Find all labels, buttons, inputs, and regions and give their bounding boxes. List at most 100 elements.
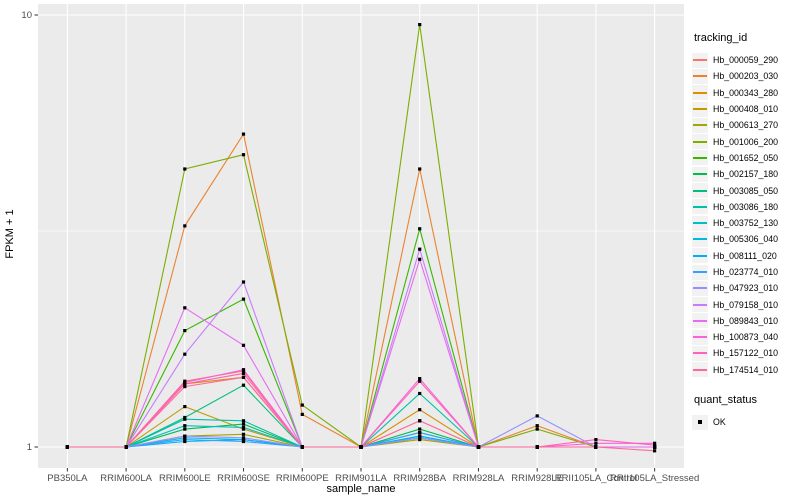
data-point [594, 445, 598, 449]
legend-item-label: Hb_005306_040 [713, 234, 779, 245]
data-point [535, 424, 539, 428]
x-tick-label: RRIM600PE [276, 473, 329, 484]
data-point [476, 445, 481, 449]
data-point [418, 227, 422, 231]
legend-tracking-id-entries: Hb_000059_290 Hb_000203_030 Hb_000343_280 H… [692, 52, 798, 378]
data-point [535, 414, 539, 418]
legend-quant-status: quant_status OK [692, 394, 798, 430]
data-point [653, 441, 657, 445]
legend-item-label: Hb_003086_180 [713, 201, 779, 212]
legend-item-label: Hb_047923_010 [713, 283, 779, 294]
data-point [300, 445, 304, 449]
data-point [241, 153, 246, 157]
legend-item-label: Hb_003752_130 [713, 218, 779, 229]
legend-key-line [693, 368, 707, 371]
legend-item-Hb_003085_050: Hb_003085_050 [692, 182, 798, 199]
data-point [241, 368, 246, 372]
legend-item-label: Hb_089843_010 [713, 315, 779, 326]
legend-item-label: Hb_079158_010 [713, 299, 779, 310]
data-point [418, 438, 422, 442]
legend-item-label: Hb_000203_030 [713, 71, 779, 82]
legend-item-Hb_047923_010: Hb_047923_010 [692, 280, 798, 296]
legend-key-line [693, 173, 707, 176]
data-point [241, 419, 246, 423]
legend-item-Hb_000613_270: Hb_000613_270 [692, 117, 798, 133]
legend-item-Hb_003086_180: Hb_003086_180 [692, 199, 798, 215]
legend-key-line [693, 222, 707, 225]
data-point [183, 405, 187, 409]
legend-panel: tracking_id Hb_000059_290 Hb_000203_030 Hb… [692, 32, 798, 430]
data-point [418, 167, 422, 171]
legend-item-Hb_008111_020: Hb_008111_020 [692, 248, 798, 264]
data-point [183, 424, 187, 428]
data-point [183, 167, 187, 171]
legend-item-label: Hb_000059_290 [713, 55, 779, 66]
data-point [653, 449, 657, 453]
data-point [241, 297, 246, 301]
data-point [359, 445, 363, 449]
legend-key-swatch [692, 150, 708, 166]
legend-key-swatch [692, 101, 708, 117]
data-point [183, 417, 187, 421]
legend-key-line [693, 254, 707, 257]
x-tick-label: RRIM928BA [393, 473, 446, 484]
x-tick-label: RRIM600SE [217, 473, 270, 484]
legend-key-line [693, 271, 707, 273]
legend-item-Hb_100873_040: Hb_100873_040 [692, 329, 798, 345]
legend-item-label: Hb_174514_010 [713, 364, 779, 375]
legend-key-line [693, 75, 707, 78]
legend-item-Hb_157122_010: Hb_157122_010 [692, 345, 798, 361]
data-point [183, 436, 187, 440]
legend-item-Hb_023774_010: Hb_023774_010 [692, 264, 798, 280]
data-point [183, 352, 187, 356]
legend-item-Hb_079158_010: Hb_079158_010 [692, 296, 798, 313]
legend-key-swatch [692, 231, 708, 247]
data-point [241, 436, 246, 440]
legend-key-swatch [692, 85, 708, 101]
x-axis-title: sample_name [326, 483, 395, 495]
x-tick-label: RRIM928LE [511, 473, 563, 484]
legend-item-label: Hb_001006_200 [713, 136, 779, 147]
data-point [241, 375, 246, 379]
legend-key-line [693, 319, 707, 322]
data-point [183, 385, 187, 389]
legend-key-swatch [692, 414, 708, 430]
data-point [241, 438, 246, 442]
data-point [241, 432, 246, 436]
data-point [241, 280, 246, 284]
data-point [124, 445, 128, 449]
y-tick-label: 1 [27, 442, 32, 453]
legend-item-label: Hb_003085_050 [713, 185, 779, 196]
legend-key-swatch [692, 264, 708, 280]
legend-key-swatch [692, 362, 708, 378]
legend-item-label: Hb_000613_270 [713, 120, 779, 131]
legend-item-Hb_000203_030: Hb_000203_030 [692, 68, 798, 84]
black-square-point-icon [698, 420, 702, 425]
legend-key-swatch [692, 166, 708, 182]
data-point [418, 427, 422, 431]
data-point [241, 425, 246, 429]
data-point [418, 391, 422, 396]
x-tick-label: RRII105LA_Control [555, 473, 637, 484]
data-point [241, 343, 246, 347]
data-point [418, 436, 422, 440]
data-point [241, 371, 246, 375]
legend-item-Hb_002157_180: Hb_002157_180 [692, 166, 798, 182]
legend-item-Hb_005306_040: Hb_005306_040 [692, 231, 798, 247]
data-point [183, 439, 187, 444]
data-point [183, 382, 187, 386]
legend-key-swatch [692, 313, 708, 329]
data-point [418, 419, 422, 423]
legend-key-line [693, 238, 707, 241]
legend-item-Hb_001006_200: Hb_001006_200 [692, 133, 798, 150]
data-point [241, 422, 246, 426]
data-point [183, 427, 187, 431]
data-point [183, 329, 187, 333]
legend-key-line [693, 124, 707, 127]
legend-title-quant-status: quant_status [694, 393, 757, 406]
legend-key-line [693, 140, 707, 143]
legend-item-Hb_003752_130: Hb_003752_130 [692, 215, 798, 231]
legend-item-Hb_089843_010: Hb_089843_010 [692, 313, 798, 329]
legend-key-line [693, 156, 707, 159]
